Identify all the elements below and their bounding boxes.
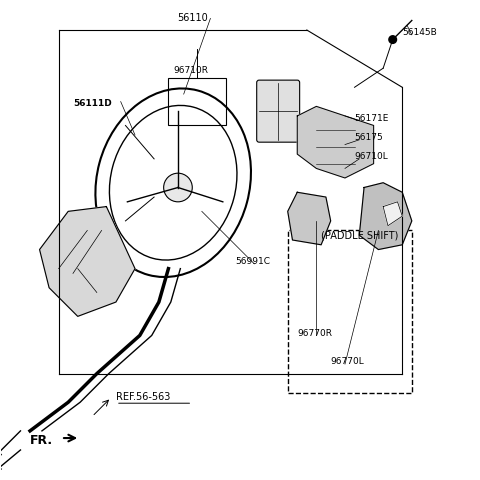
Text: 56175: 56175 [355,133,384,142]
Text: 56110: 56110 [177,13,208,24]
Text: 56111D: 56111D [73,99,112,108]
Text: 96770L: 96770L [331,357,364,366]
Text: 56171E: 56171E [355,114,389,123]
Text: 96710L: 96710L [355,152,388,161]
Text: 96710R: 96710R [173,66,208,75]
Ellipse shape [164,173,192,202]
Polygon shape [383,202,402,226]
Text: 56145B: 56145B [402,28,437,37]
Text: 96770R: 96770R [297,328,332,337]
Polygon shape [360,183,412,250]
FancyBboxPatch shape [257,80,300,142]
Polygon shape [288,192,331,245]
Bar [168,78,226,125]
Text: (PADDLE SHIFT): (PADDLE SHIFT) [321,230,398,240]
Text: FR.: FR. [30,434,53,447]
Circle shape [389,36,396,43]
Polygon shape [297,107,373,178]
Text: REF.56-563: REF.56-563 [116,393,170,403]
Polygon shape [39,206,135,316]
Text: 56991C: 56991C [235,257,270,266]
Bar [288,230,412,393]
